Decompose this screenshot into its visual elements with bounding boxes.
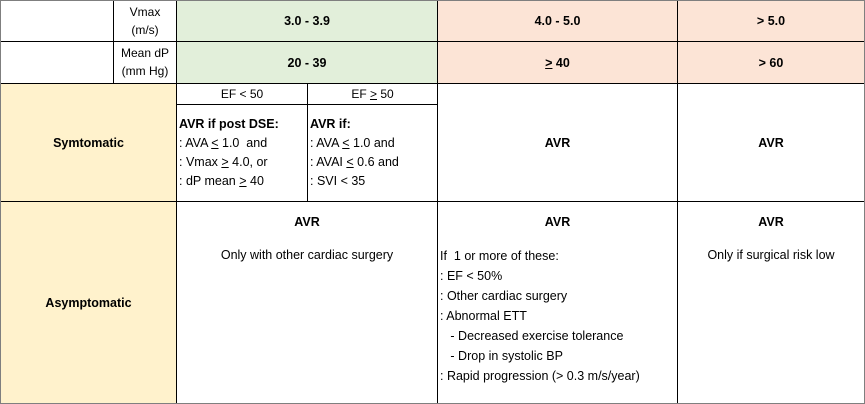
asymptomatic-criteria-list: If 1 or more of these: : EF < 50% : Othe…: [440, 246, 640, 386]
meandp-label-cell: Mean dP (mm Hg): [114, 42, 177, 84]
ef-low-criteria: AVR if post DSE: : AVA < 1.0 and : Vmax …: [177, 105, 308, 202]
list-item: : Rapid progression (> 0.3 m/s/year): [440, 369, 640, 383]
meandp-range-2-value: 40: [552, 55, 570, 70]
ef-high-header: EF > 50: [308, 84, 438, 105]
symptomatic-label: Symtomatic: [1, 84, 177, 202]
list-item: : Abnormal ETT: [440, 309, 527, 323]
vmax-label: Vmax: [129, 5, 161, 19]
list-item: If 1 or more of these:: [440, 249, 559, 263]
list-item: : EF < 50%: [440, 269, 503, 283]
meandp-label: Mean dP: [120, 46, 170, 60]
asymptomatic-col1-note: Only with other cardiac surgery: [220, 248, 394, 262]
vmax-label-cell: Vmax (m/s): [114, 1, 177, 42]
asymptomatic-col3: AVR Only if surgical risk low: [678, 202, 864, 403]
asymptomatic-col1: AVR Only with other cardiac surgery: [177, 202, 438, 403]
asymptomatic-col1-title: AVR: [294, 215, 320, 229]
ef-high-header-value: 50: [377, 87, 394, 101]
vmax-range-3: > 5.0: [678, 1, 864, 42]
symptomatic-avr-severe: AVR: [678, 84, 864, 202]
vmax-range-2: 4.0 - 5.0: [438, 1, 678, 42]
list-item: - Drop in systolic BP: [440, 349, 563, 363]
asymptomatic-col3-title: AVR: [758, 215, 784, 229]
meandp-unit: (mm Hg): [121, 64, 169, 78]
ef-high-geq-symbol: >: [369, 87, 377, 101]
meandp-geq-symbol: >: [545, 55, 553, 70]
ef-low-line-ava: : AVA < 1.0 and: [179, 136, 268, 150]
asymptomatic-label: Asymptomatic: [1, 202, 177, 403]
asymptomatic-col2-title: AVR: [544, 215, 571, 229]
ef-high-criteria: AVR if: : AVA < 1.0 and : AVAI < 0.6 and…: [308, 105, 438, 202]
ef-high-line-ava: : AVA < 1.0 and: [310, 136, 395, 150]
vmax-range-1: 3.0 - 3.9: [177, 1, 438, 42]
blank-corner-cell: [1, 1, 114, 42]
symptomatic-avr-moderate: AVR: [438, 84, 678, 202]
vmax-unit: (m/s): [131, 23, 159, 37]
ef-high-line-svi: : SVI < 35: [310, 174, 366, 188]
meandp-range-1: 20 - 39: [177, 42, 438, 84]
meandp-range-2: > 40: [438, 42, 678, 84]
ef-high-title: AVR if:: [310, 117, 351, 131]
ef-low-line-vmax: : Vmax > 4.0, or: [179, 155, 268, 169]
asymptomatic-col2: AVR If 1 or more of these: : EF < 50% : …: [438, 202, 678, 403]
list-item: - Decreased exercise tolerance: [440, 329, 624, 343]
ef-high-line-avai: : AVAI < 0.6 and: [310, 155, 399, 169]
meandp-range-3: > 60: [678, 42, 864, 84]
ef-high-header-prefix: EF: [351, 87, 370, 101]
blank-corner-cell-2: [1, 42, 114, 84]
ef-low-title: AVR if post DSE:: [179, 117, 279, 131]
ef-low-line-dp: : dP mean > 40: [179, 174, 264, 188]
ef-low-header: EF < 50: [177, 84, 308, 105]
list-item: : Other cardiac surgery: [440, 289, 568, 303]
asymptomatic-col3-note: Only if surgical risk low: [707, 248, 835, 262]
